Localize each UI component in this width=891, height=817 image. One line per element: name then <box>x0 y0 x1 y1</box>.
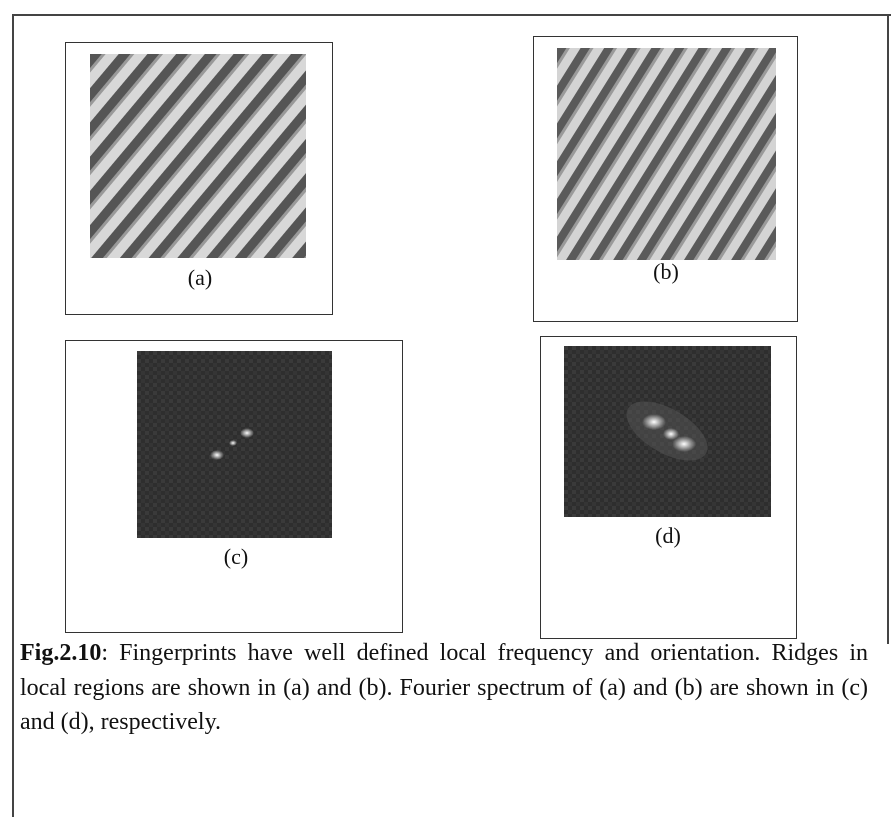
spectrum-image-d <box>564 346 771 517</box>
panel-label: (b) <box>626 259 706 285</box>
figure-page: (a) (b) (c) (d) Fig.2.10: Fingerprints h… <box>0 0 891 817</box>
ridge-image-a <box>90 54 306 258</box>
spectrum-image-c <box>137 351 332 538</box>
panel-a: (a) <box>65 42 333 315</box>
frame-right <box>887 14 889 644</box>
panel-label: (c) <box>196 544 276 570</box>
caption-text: : Fingerprints have well defined local f… <box>20 640 868 735</box>
panel-d: (d) <box>540 336 797 639</box>
panel-b: (b) <box>533 36 798 322</box>
ridge-image-b <box>557 48 776 260</box>
frame-left <box>12 14 14 817</box>
frame-top <box>12 14 891 16</box>
figure-caption: Fig.2.10: Fingerprints have well defined… <box>20 636 868 740</box>
panel-c: (c) <box>65 340 403 633</box>
panel-label: (a) <box>160 265 240 291</box>
panel-label: (d) <box>628 523 708 549</box>
caption-label: Fig.2.10 <box>20 640 101 666</box>
